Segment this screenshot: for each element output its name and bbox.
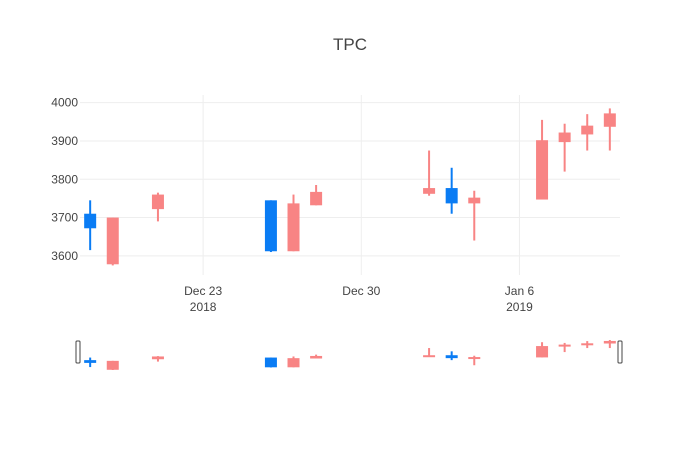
slider-candle xyxy=(264,357,277,368)
grid-layer xyxy=(80,95,620,275)
slider-candle-body xyxy=(468,357,481,360)
candle-increasing xyxy=(581,114,594,151)
candle-increasing xyxy=(287,194,300,252)
candle-body xyxy=(264,200,277,252)
candle-body xyxy=(603,113,616,127)
candle-body xyxy=(445,188,458,204)
y-tick-label: 3800 xyxy=(51,172,78,186)
slider-candle xyxy=(558,342,571,353)
candle-increasing xyxy=(151,192,164,222)
slider-candle xyxy=(536,342,549,358)
x-tick-year-label: 2018 xyxy=(190,300,217,314)
slider-candle xyxy=(84,357,97,368)
slider-candle xyxy=(581,341,594,349)
candle-increasing xyxy=(423,150,436,196)
slider-candle-body xyxy=(536,346,549,358)
slider-candle xyxy=(310,354,323,359)
tick-layer: 3600 3700 3800 3900 4000 Dec 23 2018 Dec 30 Jan … xyxy=(51,96,534,314)
slider-candle xyxy=(287,356,300,368)
slider-candle-body xyxy=(106,360,119,370)
x-tick-label: Dec 23 xyxy=(184,284,222,298)
candle-body xyxy=(84,213,97,229)
slider-handle-right[interactable] xyxy=(617,340,623,364)
candle-body xyxy=(287,203,300,252)
slider-candle-body xyxy=(264,357,277,368)
candle-increasing xyxy=(310,185,323,206)
slider-candle xyxy=(603,340,616,349)
x-tick-label: Jan 6 xyxy=(505,284,535,298)
slider-candle xyxy=(106,360,119,370)
candle-increasing xyxy=(106,217,119,266)
candle-body xyxy=(581,125,594,135)
x-tick-year-label: 2019 xyxy=(506,300,533,314)
candle-body xyxy=(106,217,119,265)
candle-body xyxy=(310,191,323,206)
candle-increasing xyxy=(468,190,481,241)
slider-candle-body xyxy=(603,340,616,344)
y-tick-label: 3900 xyxy=(51,134,78,148)
candle-layer xyxy=(84,108,616,266)
slider-candle-body xyxy=(151,356,164,360)
slider-candle xyxy=(445,351,458,361)
chart-title: TPC xyxy=(333,35,367,54)
candle-body xyxy=(151,194,164,210)
slider-candle-body xyxy=(558,344,571,347)
candle-increasing xyxy=(558,123,571,172)
candle-increasing xyxy=(603,108,616,151)
candle-body xyxy=(468,197,481,204)
slider-candle-body xyxy=(581,343,594,346)
candle-decreasing xyxy=(84,200,97,251)
candle-body xyxy=(558,132,571,143)
slider-candle-body xyxy=(310,355,323,359)
x-tick-label: Dec 30 xyxy=(342,284,380,298)
slider-handle-left[interactable] xyxy=(75,340,81,364)
y-tick-label: 4000 xyxy=(51,96,78,110)
candle-body xyxy=(423,188,436,194)
range-slider[interactable] xyxy=(75,340,623,370)
slider-candle-body xyxy=(84,360,97,363)
slider-candle xyxy=(151,356,164,362)
slider-candle xyxy=(423,348,436,358)
y-tick-label: 3700 xyxy=(51,211,78,225)
slider-candle-body xyxy=(287,358,300,368)
candle-body xyxy=(536,140,549,200)
y-tick-label: 3600 xyxy=(51,249,78,263)
slider-candle-body xyxy=(423,355,436,358)
candle-increasing xyxy=(536,119,549,200)
slider-candle-body xyxy=(445,355,458,359)
slider-candle xyxy=(468,355,481,366)
candle-decreasing xyxy=(264,200,277,253)
candle-decreasing xyxy=(445,167,458,214)
